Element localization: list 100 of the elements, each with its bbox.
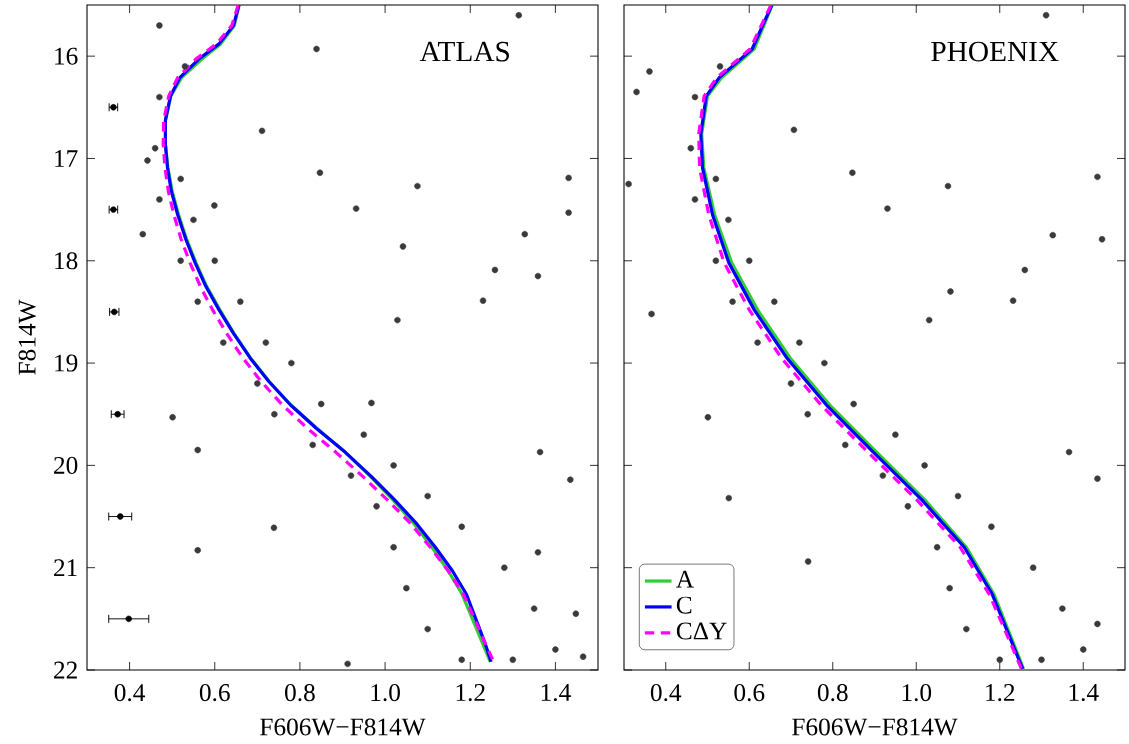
point [530, 605, 538, 612]
point [771, 298, 778, 305]
point [194, 547, 201, 554]
point [271, 410, 278, 418]
point [194, 446, 201, 454]
legend-label: CΔY [676, 622, 727, 640]
point [156, 22, 163, 29]
point [704, 414, 712, 421]
point [1098, 236, 1106, 243]
x-tick-label: 1.4 [1069, 684, 1099, 702]
point [633, 88, 640, 96]
point [904, 503, 912, 510]
point [373, 503, 380, 510]
point [169, 414, 176, 421]
point [117, 513, 124, 520]
point [258, 127, 266, 135]
y-tick-label: 17 [55, 150, 78, 167]
point [479, 297, 487, 304]
point [921, 462, 928, 469]
x-tick-label: 1.2 [456, 684, 485, 702]
point [954, 492, 962, 500]
point [884, 205, 891, 212]
y-axis-title: F814W [18, 299, 36, 375]
point [850, 400, 857, 408]
point [177, 257, 184, 264]
point [804, 410, 811, 418]
x-tick-label: 0.6 [734, 684, 765, 702]
point [725, 494, 732, 502]
point [787, 380, 795, 387]
y-tick-label: 22 [54, 661, 77, 679]
point [352, 205, 360, 212]
point [790, 126, 798, 133]
annotation: ATLAS [419, 41, 509, 62]
point [1021, 266, 1029, 274]
point [691, 93, 699, 101]
point [1038, 656, 1045, 663]
point [796, 339, 803, 346]
y-tick-label: 16 [55, 47, 78, 65]
point [181, 63, 189, 70]
point [933, 543, 941, 551]
point [648, 310, 655, 318]
x-tick-label: 0.4 [650, 684, 682, 702]
y-tick-label: 20 [54, 456, 78, 474]
point [194, 298, 201, 305]
point [1094, 620, 1101, 628]
point [125, 615, 132, 623]
point [394, 316, 401, 324]
point [572, 610, 580, 617]
point [501, 564, 508, 571]
point [220, 339, 227, 346]
legend-label: C [676, 596, 692, 614]
point [318, 400, 325, 408]
point [567, 476, 574, 483]
point [565, 209, 572, 216]
point [114, 410, 121, 418]
point [1029, 564, 1037, 571]
point [403, 584, 410, 592]
point [211, 202, 218, 209]
point [288, 359, 295, 367]
annotation: PHOENIX [931, 41, 1059, 62]
x-tick-label: 1.0 [902, 684, 932, 702]
point [746, 257, 753, 264]
point [521, 230, 528, 238]
point [712, 257, 720, 264]
point [156, 196, 163, 203]
point [716, 63, 724, 70]
point [237, 298, 244, 305]
point [368, 399, 375, 407]
point [177, 175, 184, 183]
point [988, 523, 995, 530]
point [1042, 11, 1050, 19]
x-tick-label: 1.2 [986, 684, 1015, 702]
y-tick-label: 21 [54, 559, 77, 577]
x-tick-label: 1.4 [541, 684, 571, 702]
point [190, 216, 197, 224]
point [151, 144, 159, 152]
point [360, 431, 367, 438]
point [390, 462, 397, 469]
point [725, 216, 732, 224]
point [536, 448, 544, 456]
point [509, 656, 517, 663]
point [424, 625, 431, 633]
point [646, 68, 653, 75]
y-tick-label: 18 [55, 252, 78, 270]
point [892, 431, 899, 438]
point [754, 339, 761, 346]
point [1059, 605, 1066, 612]
point [579, 653, 587, 660]
point [399, 243, 407, 250]
point [534, 549, 542, 556]
point [963, 625, 970, 633]
point [1049, 231, 1056, 239]
point [262, 339, 270, 346]
point [552, 646, 559, 653]
x-tick-label: 1.0 [371, 684, 400, 702]
point [414, 182, 421, 190]
x-axis-title: F606W−F814W [792, 718, 958, 736]
point [1094, 173, 1101, 181]
point [313, 45, 320, 53]
point [344, 660, 351, 668]
